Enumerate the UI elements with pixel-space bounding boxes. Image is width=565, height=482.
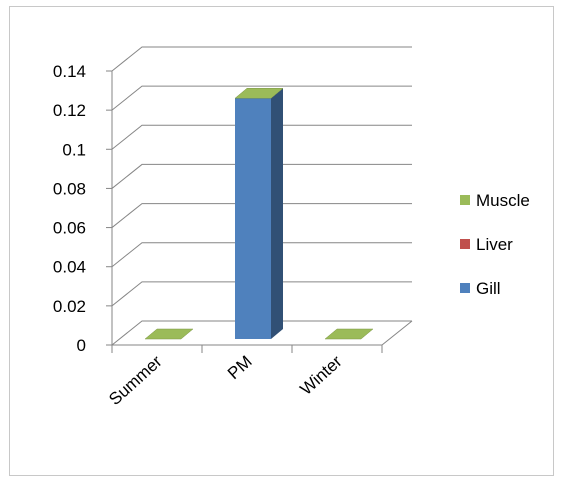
gridline [111,203,412,228]
x-axis [111,320,413,353]
legend-label: Muscle [476,191,530,210]
legend-item-liver: Liver [460,235,513,254]
x-axis-category-labels: Summer PM Winter [105,352,346,409]
y-tick-label: 0 [77,336,86,355]
x-category-label: Summer [105,352,166,409]
gridline [111,320,412,346]
gridline [111,46,412,72]
gridline [111,242,412,268]
bar-gill-pm [235,88,283,340]
y-tick-label: 0.12 [53,101,86,120]
y-tick-label: 0.02 [53,297,86,316]
bar-top-cap [144,328,194,340]
gridline [111,281,412,307]
bar-top-cap [234,88,284,99]
chart-bars [144,88,374,340]
y-tick-label: 0.04 [53,258,86,277]
legend-swatch [460,239,470,249]
chart-gridlines [111,46,412,346]
y-tick-label: 0.06 [53,219,86,238]
gridline [111,163,412,189]
y-axis-tick-labels: 0 0.02 0.04 0.06 0.08 0.1 0.12 0.14 [53,62,112,355]
bar-front-face [235,98,271,340]
y-tick-label: 0.14 [53,62,86,81]
legend-item-muscle: Muscle [460,191,530,210]
gridline [111,85,412,111]
legend-item-gill: Gill [460,279,501,298]
chart-legend: Muscle Liver Gill [460,191,530,298]
legend-swatch [460,283,470,293]
floor-right-edge [381,320,413,346]
x-category-label: Winter [296,352,345,399]
y-tick-label: 0.1 [62,140,86,159]
legend-label: Gill [476,279,501,298]
x-category-label: PM [224,352,256,383]
legend-swatch [460,195,470,205]
gridline [111,124,412,150]
legend-label: Liver [476,235,513,254]
bar-top-cap [324,328,374,340]
bar-side-face [271,88,283,340]
y-tick-label: 0.08 [53,179,86,198]
